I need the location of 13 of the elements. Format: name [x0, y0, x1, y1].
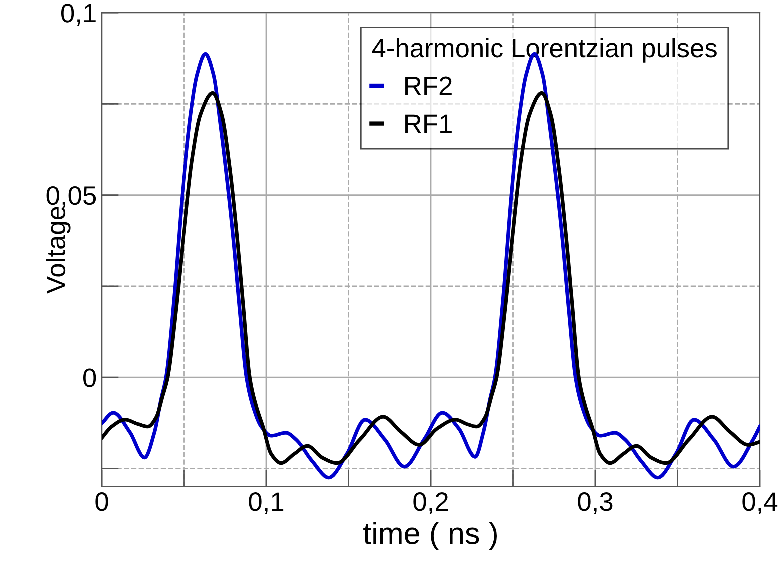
y-tick-label: 0,1	[61, 4, 96, 26]
x-tick-label: 0,1	[249, 492, 284, 514]
x-tick-label: 0,3	[578, 492, 613, 514]
legend-label: RF2	[406, 76, 452, 96]
legend-title: 4-harmonic Lorentzian pulses	[372, 38, 717, 63]
y-tick-label: 0,05	[46, 186, 96, 208]
x-tick-label: 0,4	[742, 492, 778, 514]
x-tick-label: 0,2	[414, 492, 448, 514]
legend-label: RF1	[406, 114, 452, 134]
y-tick-label: 0	[83, 368, 96, 388]
x-tick-label: 0	[96, 492, 108, 512]
x-axis-title: time ( ns )	[364, 522, 498, 550]
y-axis-title: Voltage	[46, 207, 71, 294]
